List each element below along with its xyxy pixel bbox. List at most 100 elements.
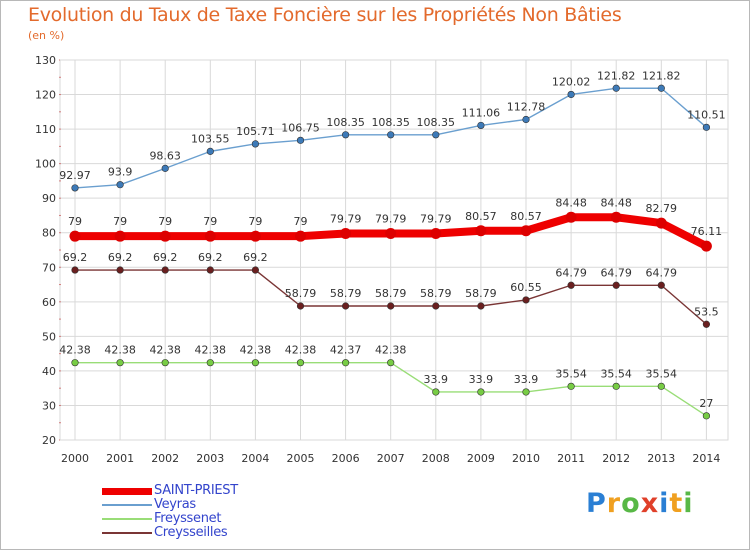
- data-label-veyras: 108.35: [326, 116, 365, 129]
- legend-label: Veyras: [154, 497, 196, 512]
- data-label-saint-priest: 84.48: [555, 196, 587, 209]
- x-tick-label: 2009: [467, 452, 495, 465]
- data-point-saint-priest: [295, 230, 306, 242]
- data-point-creysseilles: [251, 266, 259, 274]
- data-label-freyssenet: 42.38: [59, 344, 91, 357]
- x-tick-label: 2013: [647, 452, 675, 465]
- data-label-freyssenet: 35.54: [555, 367, 587, 380]
- data-point-creysseilles: [477, 302, 485, 310]
- data-label-freyssenet: 33.9: [469, 373, 494, 386]
- data-point-saint-priest: [520, 225, 532, 237]
- data-label-creysseilles: 58.79: [285, 287, 317, 300]
- data-point-freyssenet: [116, 359, 124, 367]
- y-tick-label: 110: [35, 123, 56, 136]
- data-point-freyssenet: [567, 382, 575, 390]
- data-point-creysseilles: [612, 281, 620, 289]
- data-label-creysseilles: 53.5: [694, 305, 719, 318]
- legend-swatch: [102, 518, 152, 520]
- data-label-veyras: 112.78: [507, 100, 546, 113]
- legend-label: Creysseilles: [154, 525, 228, 540]
- data-label-freyssenet: 27: [699, 397, 713, 410]
- data-label-saint-priest: 79: [248, 215, 262, 228]
- data-point-saint-priest: [69, 230, 81, 242]
- data-label-veyras: 93.9: [108, 166, 133, 179]
- data-point-creysseilles: [71, 266, 79, 274]
- data-label-saint-priest: 79: [158, 215, 172, 228]
- data-label-veyras: 92.97: [59, 169, 91, 182]
- data-label-creysseilles: 69.2: [63, 251, 88, 264]
- logo-letter: r: [606, 488, 622, 519]
- data-label-freyssenet: 33.9: [424, 373, 449, 386]
- data-label-veyras: 110.51: [687, 108, 726, 121]
- data-label-saint-priest: 79.79: [330, 212, 362, 225]
- data-label-veyras: 121.82: [597, 69, 636, 82]
- logo-letter: x: [640, 488, 660, 519]
- data-point-veyras: [522, 115, 530, 124]
- data-point-creysseilles: [432, 302, 440, 310]
- data-label-saint-priest: 79: [113, 215, 127, 228]
- data-point-freyssenet: [206, 359, 214, 367]
- x-tick-label: 2003: [196, 452, 224, 465]
- x-tick-label: 2001: [106, 452, 134, 465]
- x-tick-label: 2000: [61, 452, 89, 465]
- x-tick-label: 2014: [692, 452, 720, 465]
- y-tick-label: 90: [42, 192, 56, 205]
- data-point-veyras: [161, 164, 169, 172]
- chart-title: Evolution du Taux de Taxe Foncière sur l…: [28, 4, 622, 26]
- data-label-saint-priest: 79.79: [420, 212, 452, 225]
- data-point-freyssenet: [432, 388, 440, 396]
- data-point-saint-priest: [114, 230, 126, 242]
- data-label-freyssenet: 42.38: [375, 344, 407, 357]
- data-point-veyras: [116, 181, 124, 189]
- legend-swatch: [102, 532, 152, 534]
- proxiti-logo: Proxiti: [586, 488, 694, 519]
- data-point-veyras: [432, 131, 440, 139]
- data-label-saint-priest: 79: [68, 215, 82, 228]
- legend-swatch: [102, 504, 152, 506]
- data-point-veyras: [387, 131, 395, 139]
- plot-area: [59, 59, 729, 441]
- data-point-freyssenet: [612, 382, 620, 390]
- data-point-creysseilles: [296, 302, 305, 310]
- legend-label: SAINT-PRIEST: [154, 483, 238, 498]
- data-label-creysseilles: 60.55: [510, 281, 542, 294]
- data-label-veyras: 111.06: [462, 106, 501, 119]
- data-label-saint-priest: 79: [203, 215, 217, 228]
- data-point-freyssenet: [71, 359, 79, 367]
- data-point-freyssenet: [296, 359, 305, 367]
- data-point-freyssenet: [522, 388, 530, 396]
- data-point-saint-priest: [610, 211, 622, 223]
- data-label-creysseilles: 69.2: [198, 251, 223, 264]
- data-label-veyras: 103.55: [191, 132, 230, 145]
- logo-letter: i: [683, 488, 694, 519]
- data-point-freyssenet: [251, 359, 259, 367]
- data-label-creysseilles: 58.79: [375, 287, 407, 300]
- data-point-creysseilles: [342, 302, 350, 310]
- y-tick-label: 40: [42, 365, 56, 378]
- data-point-veyras: [702, 123, 711, 131]
- data-label-veyras: 120.02: [552, 75, 591, 88]
- x-tick-label: 2004: [241, 452, 269, 465]
- logo-letter: o: [621, 488, 641, 519]
- data-point-veyras: [251, 140, 259, 148]
- data-point-freyssenet: [161, 359, 169, 367]
- data-point-freyssenet: [477, 388, 485, 396]
- data-label-creysseilles: 69.2: [243, 251, 268, 264]
- data-point-saint-priest: [249, 230, 261, 242]
- data-point-saint-priest: [655, 217, 667, 229]
- y-tick-label: 80: [42, 227, 56, 240]
- data-label-freyssenet: 35.54: [600, 367, 632, 380]
- data-label-freyssenet: 42.37: [330, 344, 362, 357]
- data-point-veyras: [657, 84, 665, 92]
- data-point-creysseilles: [657, 281, 665, 289]
- x-tick-label: 2006: [332, 452, 360, 465]
- data-point-saint-priest: [159, 230, 171, 242]
- data-label-veyras: 105.71: [236, 125, 275, 138]
- data-point-veyras: [296, 136, 305, 144]
- y-tick-label: 120: [35, 89, 56, 102]
- x-tick-label: 2012: [602, 452, 630, 465]
- data-point-saint-priest: [204, 230, 216, 242]
- legend-label: Freyssenet: [154, 511, 222, 526]
- data-label-veyras: 121.82: [642, 69, 681, 82]
- data-label-freyssenet: 33.9: [514, 373, 539, 386]
